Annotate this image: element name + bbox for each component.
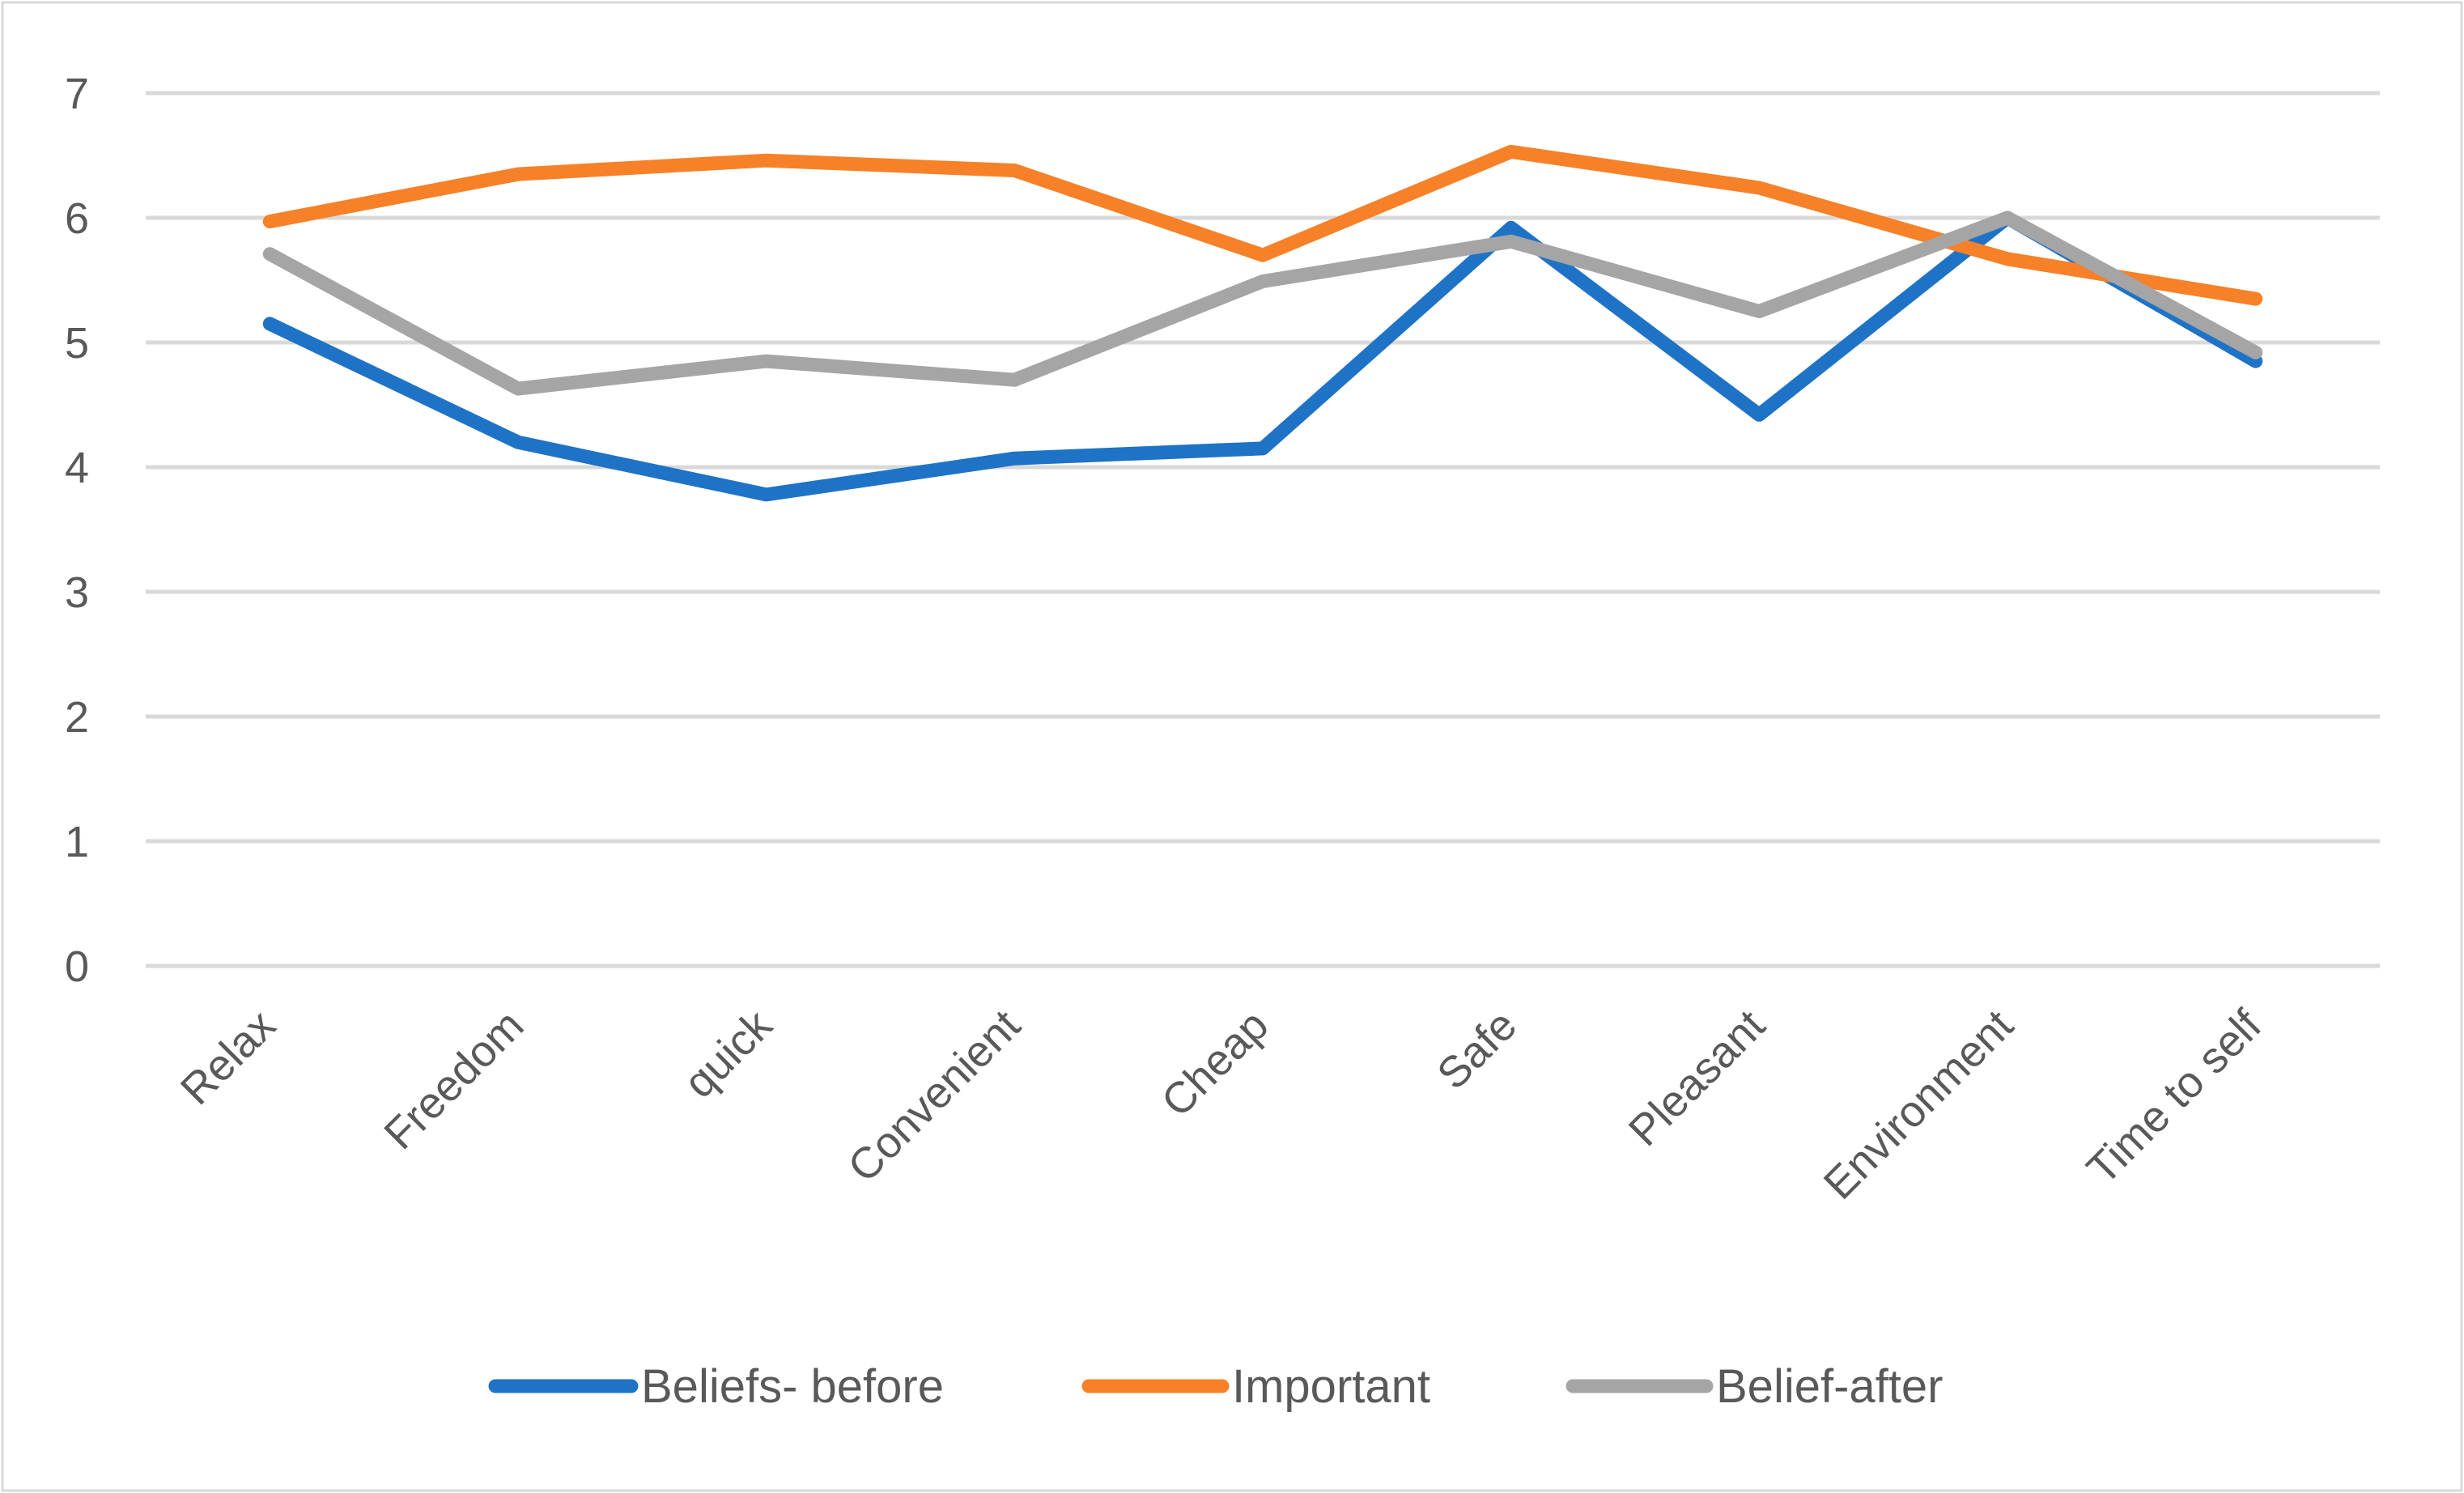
series-line-important [262,144,2263,306]
y-tick-label: 5 [65,319,89,368]
y-tick-label: 1 [65,818,89,866]
legend-label: Belief-after [1716,1360,1943,1413]
legend-label: Important [1232,1360,1430,1413]
y-tick-label: 0 [65,942,89,991]
y-tick-label: 7 [65,70,89,118]
y-tick-label: 6 [65,194,89,243]
y-tick-label: 2 [65,693,89,742]
y-tick-label: 3 [65,568,89,617]
series-line-belief-after [262,211,2263,396]
y-tick-label: 4 [65,444,89,492]
legend-label: Beliefs- before [641,1360,944,1413]
series-lines [262,144,2263,502]
legend: Beliefs- before Important Belief-after [488,1360,1943,1413]
y-axis-tick-labels: 0 1 2 3 4 5 6 7 [65,70,89,991]
gridlines [146,91,2380,968]
series-line-beliefs-before [262,211,2263,502]
